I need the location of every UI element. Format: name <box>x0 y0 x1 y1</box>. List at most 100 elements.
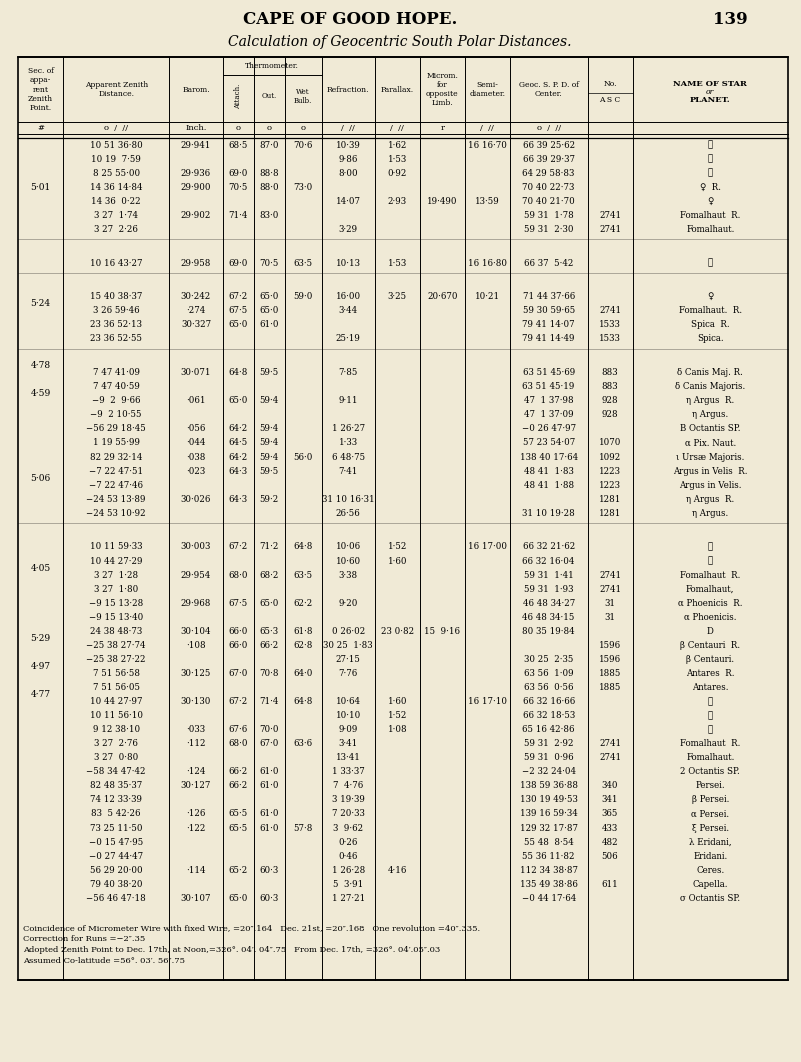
Text: 3 27  1·28: 3 27 1·28 <box>95 570 139 580</box>
Text: PLANET.: PLANET. <box>690 96 731 103</box>
Text: 30·130: 30·130 <box>181 697 211 706</box>
Text: 66 39 25·62: 66 39 25·62 <box>522 140 574 150</box>
Text: 1 27·21: 1 27·21 <box>332 894 364 903</box>
Text: 88·0: 88·0 <box>260 183 279 191</box>
Text: −58 34 47·42: −58 34 47·42 <box>87 768 146 776</box>
Text: 59 31  2·30: 59 31 2·30 <box>524 225 574 234</box>
Text: 67·0: 67·0 <box>228 669 248 678</box>
Bar <box>18 57 788 980</box>
Text: 66 39 29·37: 66 39 29·37 <box>523 155 574 164</box>
Text: 139: 139 <box>713 12 747 29</box>
Text: 57·8: 57·8 <box>293 823 313 833</box>
Text: 1 19 55·99: 1 19 55·99 <box>93 439 139 447</box>
Text: 65·3: 65·3 <box>260 627 279 636</box>
Text: 62·8: 62·8 <box>293 640 313 650</box>
Text: 928: 928 <box>602 410 618 419</box>
Text: Attach.: Attach. <box>234 84 242 109</box>
Text: 135 49 38·86: 135 49 38·86 <box>520 879 578 889</box>
Text: Thermometer.: Thermometer. <box>245 62 299 70</box>
Text: ☉: ☉ <box>708 712 713 720</box>
Text: Semi-
diameter.: Semi- diameter. <box>469 81 505 98</box>
Text: ☉: ☉ <box>708 697 713 706</box>
Text: 7 51 56·58: 7 51 56·58 <box>93 669 139 678</box>
Text: 883: 883 <box>602 369 618 377</box>
Text: 129 32 17·87: 129 32 17·87 <box>520 823 578 833</box>
Text: 73 25 11·50: 73 25 11·50 <box>90 823 143 833</box>
Text: 6 48·75: 6 48·75 <box>332 452 364 462</box>
Text: 63 56  1·09: 63 56 1·09 <box>524 669 574 678</box>
Text: 1·33: 1·33 <box>339 439 358 447</box>
Text: 59·4: 59·4 <box>260 425 279 433</box>
Text: δ Canis Majoris.: δ Canis Majoris. <box>675 382 746 391</box>
Text: 14·07: 14·07 <box>336 196 360 206</box>
Text: 66 32 18·53: 66 32 18·53 <box>522 712 575 720</box>
Text: 9·20: 9·20 <box>339 599 358 607</box>
Text: or: or <box>706 87 714 96</box>
Text: 30·127: 30·127 <box>181 782 211 790</box>
Text: 1·60: 1·60 <box>388 556 407 565</box>
Text: 59·4: 59·4 <box>260 439 279 447</box>
Text: Argus in Velis.: Argus in Velis. <box>679 481 742 490</box>
Text: 63 51 45·69: 63 51 45·69 <box>522 369 575 377</box>
Text: 59·2: 59·2 <box>260 495 279 503</box>
Text: 55 36 11·82: 55 36 11·82 <box>522 852 575 860</box>
Text: o  /  //: o / // <box>104 124 128 132</box>
Text: 67·2: 67·2 <box>228 543 248 551</box>
Text: 138 40 17·64: 138 40 17·64 <box>520 452 578 462</box>
Text: 68·2: 68·2 <box>260 570 279 580</box>
Text: 23 36 52·55: 23 36 52·55 <box>91 335 143 343</box>
Text: −56 46 47·18: −56 46 47·18 <box>87 894 146 903</box>
Text: 46 48 34·15: 46 48 34·15 <box>522 613 575 621</box>
Text: ·061: ·061 <box>186 396 206 406</box>
Text: 69·0: 69·0 <box>228 258 248 268</box>
Text: o: o <box>300 124 306 132</box>
Text: 7  4·76: 7 4·76 <box>333 782 364 790</box>
Text: 66 32 16·66: 66 32 16·66 <box>522 697 575 706</box>
Text: 71·4: 71·4 <box>260 697 279 706</box>
Text: 65·2: 65·2 <box>228 866 248 875</box>
Text: 66 32 16·04: 66 32 16·04 <box>522 556 575 565</box>
Text: 66 37  5·42: 66 37 5·42 <box>524 258 574 268</box>
Text: 31 10 19·28: 31 10 19·28 <box>522 509 575 518</box>
Text: 80 35 19·84: 80 35 19·84 <box>522 627 575 636</box>
Text: 16·00: 16·00 <box>336 292 360 302</box>
Text: 29·900: 29·900 <box>181 183 211 191</box>
Text: 10·10: 10·10 <box>336 712 360 720</box>
Text: 48 41  1·83: 48 41 1·83 <box>524 466 574 476</box>
Text: −25 38 27·74: −25 38 27·74 <box>87 640 146 650</box>
Text: 16 17·00: 16 17·00 <box>468 543 507 551</box>
Text: ☉: ☉ <box>708 155 713 164</box>
Text: 1·53: 1·53 <box>388 258 407 268</box>
Text: Fomalhaut.: Fomalhaut. <box>686 753 735 763</box>
Text: 67·5: 67·5 <box>228 599 248 607</box>
Text: Correction for Runs =−2″.35: Correction for Runs =−2″.35 <box>23 935 145 943</box>
Text: 82 48 35·37: 82 48 35·37 <box>90 782 143 790</box>
Text: 64·8: 64·8 <box>293 697 313 706</box>
Text: 10 44 27·97: 10 44 27·97 <box>90 697 143 706</box>
Text: 69·0: 69·0 <box>228 169 248 177</box>
Text: 3 27  1·74: 3 27 1·74 <box>95 210 139 220</box>
Text: 10 51 36·80: 10 51 36·80 <box>90 140 143 150</box>
Text: 30·242: 30·242 <box>181 292 211 302</box>
Text: 61·0: 61·0 <box>260 768 279 776</box>
Text: 5·24: 5·24 <box>30 299 50 308</box>
Text: 433: 433 <box>602 823 618 833</box>
Text: 1·60: 1·60 <box>388 697 407 706</box>
Text: 67·6: 67·6 <box>228 725 248 734</box>
Text: Out.: Out. <box>262 92 277 101</box>
Text: ♈: ♈ <box>708 169 713 177</box>
Text: NAME OF STAR: NAME OF STAR <box>674 81 747 88</box>
Text: Assumed Co-latitude =56°. 03′. 56″.75: Assumed Co-latitude =56°. 03′. 56″.75 <box>23 957 185 965</box>
Text: 71·2: 71·2 <box>260 543 279 551</box>
Text: 7 47 41·09: 7 47 41·09 <box>93 369 139 377</box>
Text: 61·0: 61·0 <box>260 809 279 819</box>
Text: Calculation of Geocentric South Polar Distances.: Calculation of Geocentric South Polar Di… <box>228 35 572 49</box>
Text: β Persei.: β Persei. <box>691 795 729 804</box>
Text: 8 25 55·00: 8 25 55·00 <box>93 169 139 177</box>
Text: 68·0: 68·0 <box>228 570 248 580</box>
Text: Refraction.: Refraction. <box>327 86 369 93</box>
Text: 70·0: 70·0 <box>260 725 279 734</box>
Text: 1 33·37: 1 33·37 <box>332 768 364 776</box>
Text: −7 22 47·51: −7 22 47·51 <box>89 466 143 476</box>
Text: Wet
Bulb.: Wet Bulb. <box>294 88 312 105</box>
